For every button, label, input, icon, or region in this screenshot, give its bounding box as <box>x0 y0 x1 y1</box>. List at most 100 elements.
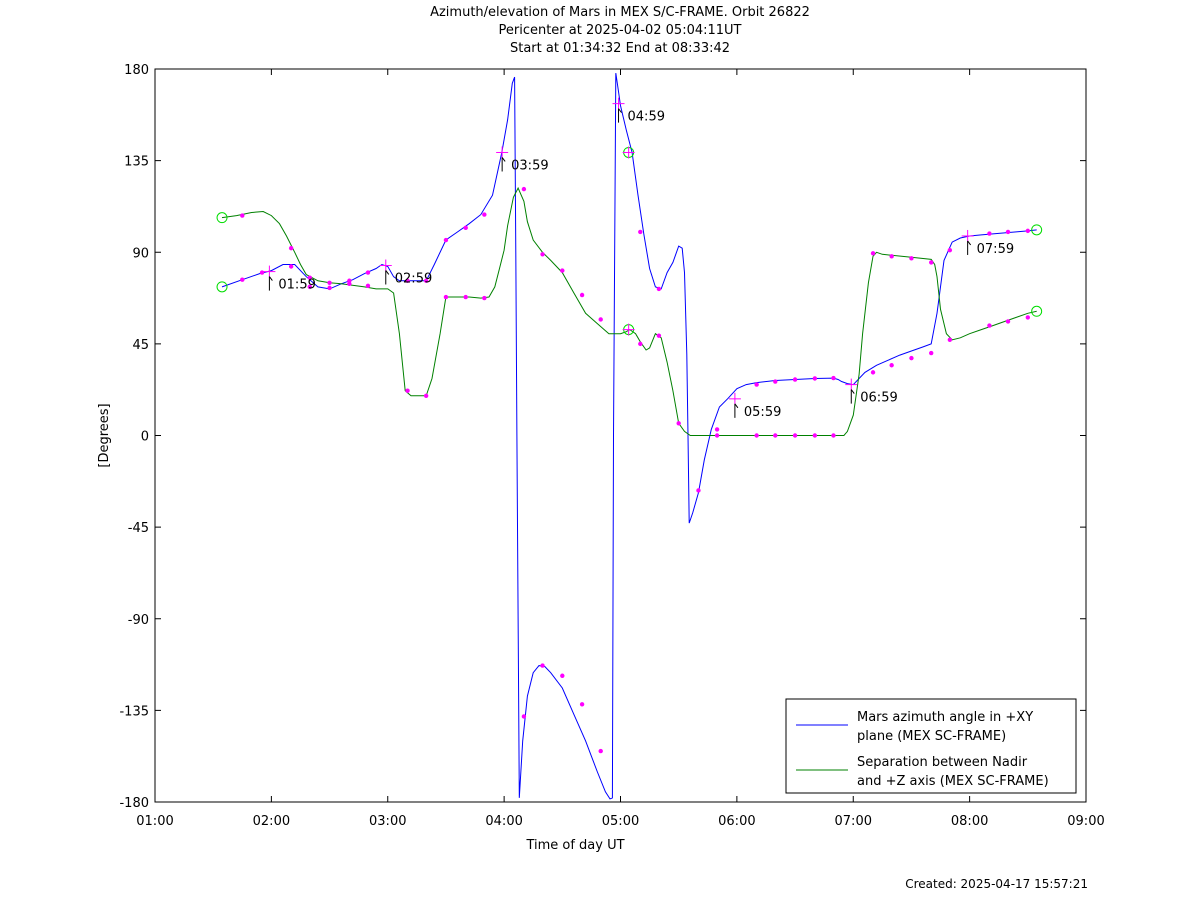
separation-marker-point <box>327 280 332 285</box>
separation-marker-point <box>240 213 245 218</box>
hour-annotation-label: 01:59 <box>278 278 315 293</box>
legend-box <box>785 698 1077 794</box>
separation-marker-point <box>560 268 565 273</box>
hour-annotation-label: 04:59 <box>628 110 665 125</box>
hour-annotation-label: 03:59 <box>511 158 548 173</box>
separation-marker-point <box>831 433 836 438</box>
hour-annotation: 02:59 <box>385 270 432 286</box>
separation-marker-point <box>521 186 527 192</box>
separation-marker-point <box>365 283 371 289</box>
y-tick-label: -135 <box>119 704 149 719</box>
y-axis-label: [Degrees] <box>97 403 112 467</box>
separation-marker-point <box>482 295 487 301</box>
x-tick-label: 07:00 <box>835 814 872 829</box>
separation-marker-point <box>423 393 429 398</box>
legend: Mars azimuth angle in +XY plane (MEX SC-F… <box>785 698 1077 794</box>
azimuth-marker-point <box>240 277 245 282</box>
azimuth-marker-point <box>327 285 332 291</box>
separation-marker-point <box>443 294 449 300</box>
azimuth-marker-point <box>929 350 934 356</box>
azimuth-marker-point <box>1005 229 1011 235</box>
azimuth-marker-point <box>1025 228 1031 234</box>
x-tick-label: 09:00 <box>1067 814 1104 829</box>
azimuth-marker-point <box>463 225 468 231</box>
azimuth-marker-point <box>656 286 662 292</box>
axes-layer: 01:00 02:00 03:00 04:00 05:00 06:00 07:00 08:00… <box>97 63 1105 853</box>
separation-marker-point <box>889 254 894 259</box>
azimuth-marker-point <box>288 264 294 269</box>
separation-marker-point <box>754 433 759 438</box>
separation-marker-point <box>1025 315 1031 320</box>
azimuth-marker-point <box>482 212 487 217</box>
azimuth-marker-point <box>307 284 312 290</box>
y-tick-label: 180 <box>124 63 149 78</box>
separation-marker-point <box>929 260 934 265</box>
y-tick-label: 45 <box>132 338 149 353</box>
y-tick-label: -180 <box>119 796 149 811</box>
y-tick-label: 0 <box>141 430 149 445</box>
azimuth-marker-point <box>579 702 585 707</box>
separation-marker-point <box>792 433 798 438</box>
separation-marker-point <box>598 317 603 322</box>
azimuth-marker-point <box>909 355 914 361</box>
azimuth-marker-point <box>812 376 818 381</box>
separation-marker-point <box>347 281 352 287</box>
series-line-separation <box>221 186 1037 436</box>
azimuth-marker-point <box>598 748 603 754</box>
legend-entry-separation: Separation between Nadir and +Z axis (MEX… <box>796 755 1049 789</box>
hour-annotation-arrowhead <box>385 270 390 275</box>
azimuth-marker-point <box>714 427 720 432</box>
hour-annotation-arrowhead <box>967 240 972 246</box>
separation-marker-point <box>307 275 312 280</box>
hour-annotation: 04:59 <box>618 108 665 125</box>
separation-marker-point <box>405 388 410 393</box>
azimuth-marker-point <box>521 714 527 719</box>
data-layer: 01:59 02:59 03:59 04:59 05:59 06:59 07:59 <box>216 73 1043 800</box>
azimuth-marker-point <box>259 270 265 275</box>
hour-plus-marker <box>263 265 276 278</box>
separation-marker-point <box>947 337 953 343</box>
azimuth-marker-point <box>638 229 643 235</box>
x-axis-label: Time of day UT <box>525 838 624 853</box>
azimuth-marker-point <box>754 382 759 387</box>
separation-marker-point <box>656 333 662 338</box>
y-tick-label: -90 <box>128 613 149 628</box>
hour-annotation-label: 05:59 <box>744 405 781 420</box>
start-end-circle-marker <box>1031 305 1043 317</box>
azimuth-marker-point <box>423 278 429 283</box>
azimuth-marker-point <box>405 278 410 283</box>
pericenter-plus-marker <box>622 146 635 159</box>
azimuth-marker-point <box>831 375 836 381</box>
legend-entry-azimuth: Mars azimuth angle in +XY plane (MEX SC-F… <box>796 710 1033 744</box>
hour-plus-marker <box>496 146 509 159</box>
azimuth-marker-point <box>987 231 992 236</box>
x-tick-label: 06:00 <box>718 814 755 829</box>
hour-annotation-arrowhead <box>734 403 739 409</box>
separation-marker-point <box>987 323 992 328</box>
hour-annotation: 05:59 <box>734 403 781 420</box>
hour-annotation-arrowhead <box>268 276 273 281</box>
separation-marker-point <box>540 252 545 257</box>
pericenter-plus-marker <box>622 323 635 336</box>
hour-annotation-arrowhead <box>618 108 622 113</box>
azimuth-marker-point <box>347 278 352 283</box>
y-tick-label: 135 <box>124 155 149 170</box>
separation-marker-point <box>579 292 585 298</box>
legend-label: plane (MEX SC-FRAME) <box>857 729 1006 744</box>
azimuth-marker-point <box>443 237 449 243</box>
hour-annotation: 07:59 <box>967 240 1014 257</box>
hour-annotation-arrowhead <box>850 389 855 394</box>
x-tick-label: 04:00 <box>485 814 522 829</box>
legend-label: Mars azimuth angle in +XY <box>857 710 1033 725</box>
separation-marker-point <box>288 245 294 251</box>
hour-annotation-arrowhead <box>501 157 506 162</box>
hour-annotation: 03:59 <box>501 157 549 173</box>
separation-marker-point <box>909 256 914 261</box>
azimuth-marker-point <box>792 377 798 382</box>
start-end-circle-marker <box>216 281 228 293</box>
x-tick-label: 03:00 <box>369 814 406 829</box>
chart-title: Azimuth/elevation of Mars in MEX S/C-FRA… <box>430 5 810 20</box>
hour-plus-marker <box>961 229 974 242</box>
x-tick-label: 08:00 <box>951 814 988 829</box>
